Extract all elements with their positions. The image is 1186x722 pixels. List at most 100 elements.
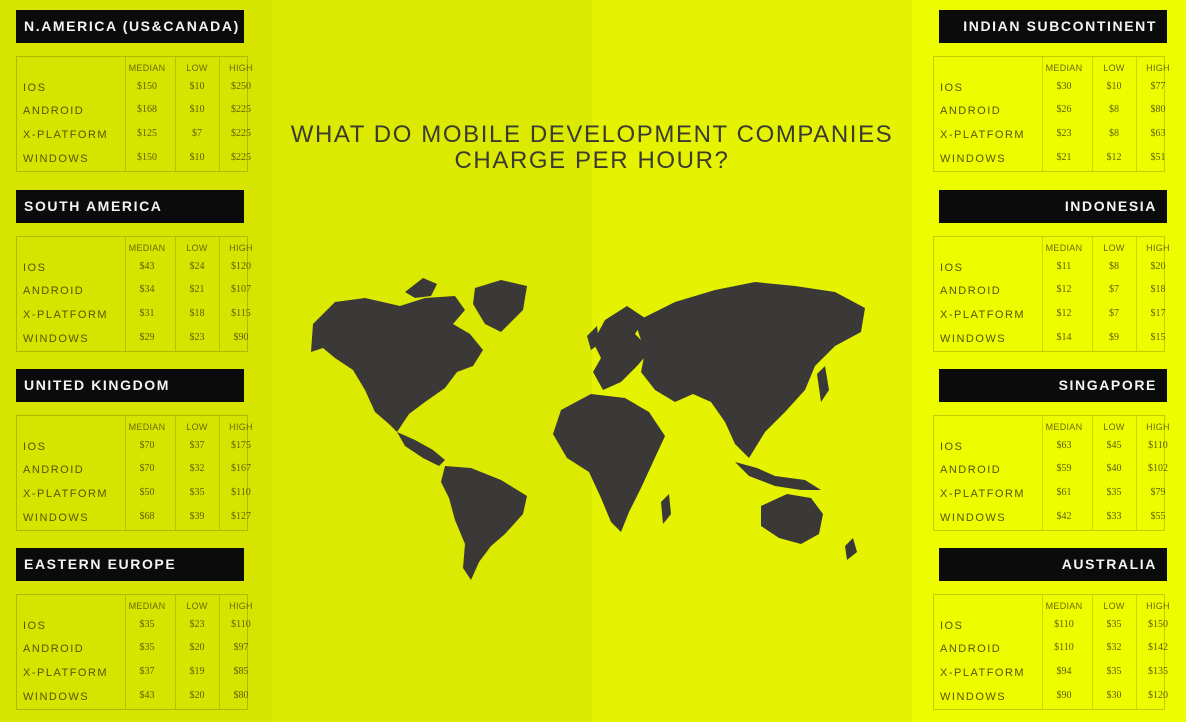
column-header: LOW	[186, 422, 208, 432]
column-header: LOW	[1103, 422, 1125, 432]
table-cell: $61	[1056, 487, 1072, 498]
row-label: WINDOWS	[940, 512, 1007, 524]
region-header: UNITED KINGDOM	[16, 369, 244, 402]
column-header: MEDIAN	[1045, 601, 1083, 611]
table-divider	[1092, 595, 1093, 709]
table-cell: $110	[231, 619, 251, 630]
table-divider	[1136, 595, 1137, 709]
infographic-title: WHAT DO MOBILE DEVELOPMENT COMPANIES CHA…	[272, 122, 912, 174]
column-header: HIGH	[1146, 63, 1170, 73]
world-map	[311, 278, 865, 580]
table-cell: $35	[1106, 666, 1122, 677]
table-cell: $35	[189, 487, 205, 498]
table-divider	[125, 595, 126, 709]
row-label: ANDROID	[23, 285, 85, 297]
table-cell: $97	[233, 642, 249, 653]
table-divider	[219, 237, 220, 351]
table-cell: $40	[1106, 463, 1122, 474]
continent-north-america	[311, 296, 483, 432]
column-header: MEDIAN	[128, 422, 166, 432]
table-divider	[175, 237, 176, 351]
table-cell: $51	[1150, 152, 1166, 163]
rate-table: MEDIAN LOW HIGH IOS $30 $10 $77 ANDROID $26 $8 $80…	[933, 56, 1170, 172]
column-header: HIGH	[229, 422, 253, 432]
table-divider	[125, 237, 126, 351]
table-cell: $175	[231, 440, 251, 451]
table-cell: $19	[189, 666, 205, 677]
rate-table: MEDIAN LOW HIGH IOS $35 $23 $110 ANDROID $35 $20 $…	[16, 594, 253, 710]
island-uk	[587, 326, 599, 350]
table-divider	[1136, 416, 1137, 530]
table-cell: $32	[1106, 642, 1122, 653]
table-cell: $8	[1109, 104, 1119, 115]
rate-table: MEDIAN LOW HIGH IOS $43 $24 $120 ANDROID $34 $21 $…	[16, 236, 253, 352]
table-cell: $31	[139, 308, 155, 319]
table-cell: $12	[1056, 308, 1072, 319]
table-cell: $7	[1109, 308, 1119, 319]
island-greenland	[473, 280, 527, 332]
continent-south-america	[441, 466, 527, 580]
rate-table: MEDIAN LOW HIGH IOS $11 $8 $20 ANDROID $12 $7 $18 X…	[933, 236, 1170, 352]
table-cell: $63	[1056, 440, 1072, 451]
continent-africa	[553, 394, 665, 532]
column-header: LOW	[186, 601, 208, 611]
table-cell: $11	[1056, 261, 1072, 272]
row-label: ANDROID	[23, 105, 85, 117]
column-header: LOW	[1103, 243, 1125, 253]
table-cell: $18	[189, 308, 205, 319]
table-cell: $23	[1056, 128, 1072, 139]
column-header: LOW	[186, 63, 208, 73]
table-divider	[175, 416, 176, 530]
table-cell: $94	[1056, 666, 1072, 677]
table-cell: $135	[1148, 666, 1168, 677]
table-cell: $21	[189, 284, 205, 295]
column-header: HIGH	[229, 601, 253, 611]
table-cell: $12	[1056, 284, 1072, 295]
rate-table: MEDIAN LOW HIGH IOS $110 $35 $150 ANDROID $110 $3…	[933, 594, 1170, 710]
region-header: EASTERN EUROPE	[16, 548, 244, 581]
table-cell: $80	[233, 690, 249, 701]
background-band-4	[912, 0, 1186, 722]
column-header: LOW	[186, 243, 208, 253]
row-label: ANDROID	[23, 643, 85, 655]
table-cell: $102	[1148, 463, 1168, 474]
table-cell: $120	[1148, 690, 1168, 701]
column-header: HIGH	[229, 63, 253, 73]
table-cell: $90	[233, 332, 249, 343]
table-cell: $24	[189, 261, 205, 272]
table-divider	[175, 595, 176, 709]
table-cell: $150	[137, 152, 157, 163]
continent-europe	[593, 306, 651, 390]
row-label: IOS	[940, 620, 964, 632]
row-label: IOS	[23, 620, 47, 632]
table-cell: $68	[139, 511, 155, 522]
table-divider	[219, 416, 220, 530]
table-divider	[1042, 595, 1043, 709]
table-divider	[1092, 237, 1093, 351]
table-cell: $10	[1106, 81, 1122, 92]
continent-central-america	[397, 432, 445, 466]
row-label: WINDOWS	[23, 333, 90, 345]
table-cell: $167	[231, 463, 251, 474]
table-cell: $45	[1106, 440, 1122, 451]
table-cell: $110	[1054, 642, 1074, 653]
table-cell: $150	[1148, 619, 1168, 630]
row-label: X-PLATFORM	[940, 309, 1026, 321]
table-cell: $127	[231, 511, 251, 522]
table-divider	[1136, 237, 1137, 351]
table-cell: $20	[189, 690, 205, 701]
column-header: MEDIAN	[1045, 422, 1083, 432]
table-cell: $37	[189, 440, 205, 451]
table-cell: $35	[1106, 619, 1122, 630]
table-divider	[1042, 57, 1043, 171]
table-cell: $43	[139, 261, 155, 272]
table-cell: $8	[1109, 261, 1119, 272]
table-cell: $110	[1148, 440, 1168, 451]
column-header: HIGH	[229, 243, 253, 253]
table-cell: $110	[1054, 619, 1074, 630]
table-cell: $59	[1056, 463, 1072, 474]
row-label: IOS	[940, 262, 964, 274]
table-cell: $21	[1056, 152, 1072, 163]
table-cell: $225	[231, 128, 251, 139]
table-cell: $85	[233, 666, 249, 677]
